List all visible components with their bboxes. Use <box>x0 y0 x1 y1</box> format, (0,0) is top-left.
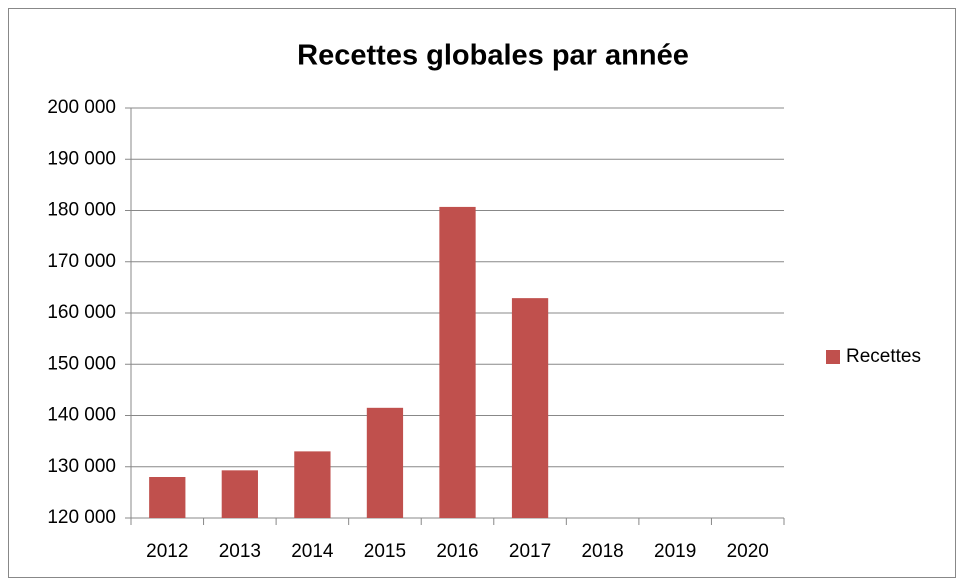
bar <box>366 407 404 518</box>
x-tick-label: 2018 <box>581 541 623 562</box>
y-tick-label: 180 000 <box>47 200 116 221</box>
x-tick-label: 2016 <box>436 541 478 562</box>
y-tick-label: 150 000 <box>47 353 116 374</box>
y-tick-label: 200 000 <box>47 97 116 118</box>
chart-title: Recettes globales par année <box>297 40 689 72</box>
x-tick-label: 2013 <box>219 541 261 562</box>
bar <box>439 206 476 518</box>
bar <box>511 298 549 518</box>
y-tick-label: 140 000 <box>47 405 116 426</box>
bar <box>221 470 258 518</box>
x-tick-label: 2017 <box>509 541 551 562</box>
legend-label: Recettes <box>846 346 921 367</box>
x-tick-label: 2020 <box>727 541 769 562</box>
x-tick-label: 2019 <box>654 541 696 562</box>
bar <box>294 451 331 518</box>
bar <box>149 477 186 518</box>
x-tick-label: 2015 <box>364 541 406 562</box>
y-tick-label: 120 000 <box>47 507 116 528</box>
y-tick-label: 160 000 <box>47 302 116 323</box>
y-tick-label: 130 000 <box>47 456 116 477</box>
y-tick-label: 190 000 <box>47 148 116 169</box>
legend-swatch <box>826 350 840 364</box>
x-tick-label: 2012 <box>146 541 188 562</box>
x-tick-label: 2014 <box>291 541 334 562</box>
y-tick-label: 170 000 <box>47 251 116 272</box>
